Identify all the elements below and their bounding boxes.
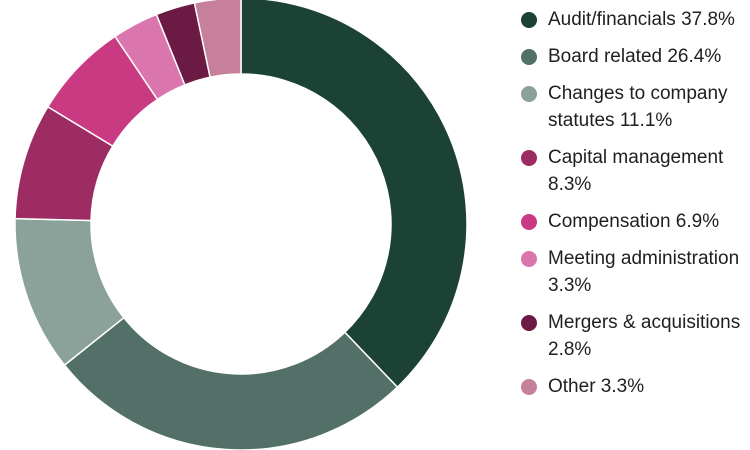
legend-item-other: Other 3.3% [518,373,748,400]
legend-swatch [521,214,537,230]
donut-chart [14,0,468,450]
legend-item-meeting-administration: Meeting administration 3.3% [518,245,748,299]
legend-swatch [521,49,537,65]
legend-swatch [521,86,537,102]
legend-label: Audit/financials 37.8% [548,9,735,30]
legend-label: Capital management 8.3% [548,147,724,195]
chart-legend: Audit/financials 37.8% Board related 26.4… [518,6,748,410]
legend-label: Board related 26.4% [548,46,722,67]
legend-swatch [521,12,537,28]
legend-swatch [521,379,537,395]
slice-audit-financials [240,0,468,388]
legend-label: Changes to company statutes 11.1% [548,83,728,131]
legend-swatch [521,251,537,267]
legend-swatch [521,315,537,331]
legend-item-audit-financials: Audit/financials 37.8% [518,6,748,33]
legend-item-mergers-acquisitions: Mergers & acquisitions 2.8% [518,309,748,363]
legend-item-capital-management: Capital management 8.3% [518,144,748,198]
legend-item-board-related: Board related 26.4% [518,43,748,70]
legend-label: Compensation 6.9% [548,211,720,232]
legend-label: Other 3.3% [548,376,645,397]
slice-board-related [63,316,399,450]
legend-label: Meeting administration 3.3% [548,248,740,296]
slice-other [193,0,242,78]
legend-item-changes-to-company-statutes: Changes to company statutes 11.1% [518,80,748,134]
legend-item-compensation: Compensation 6.9% [518,208,748,235]
legend-swatch [521,150,537,166]
legend-label: Mergers & acquisitions 2.8% [548,312,741,360]
